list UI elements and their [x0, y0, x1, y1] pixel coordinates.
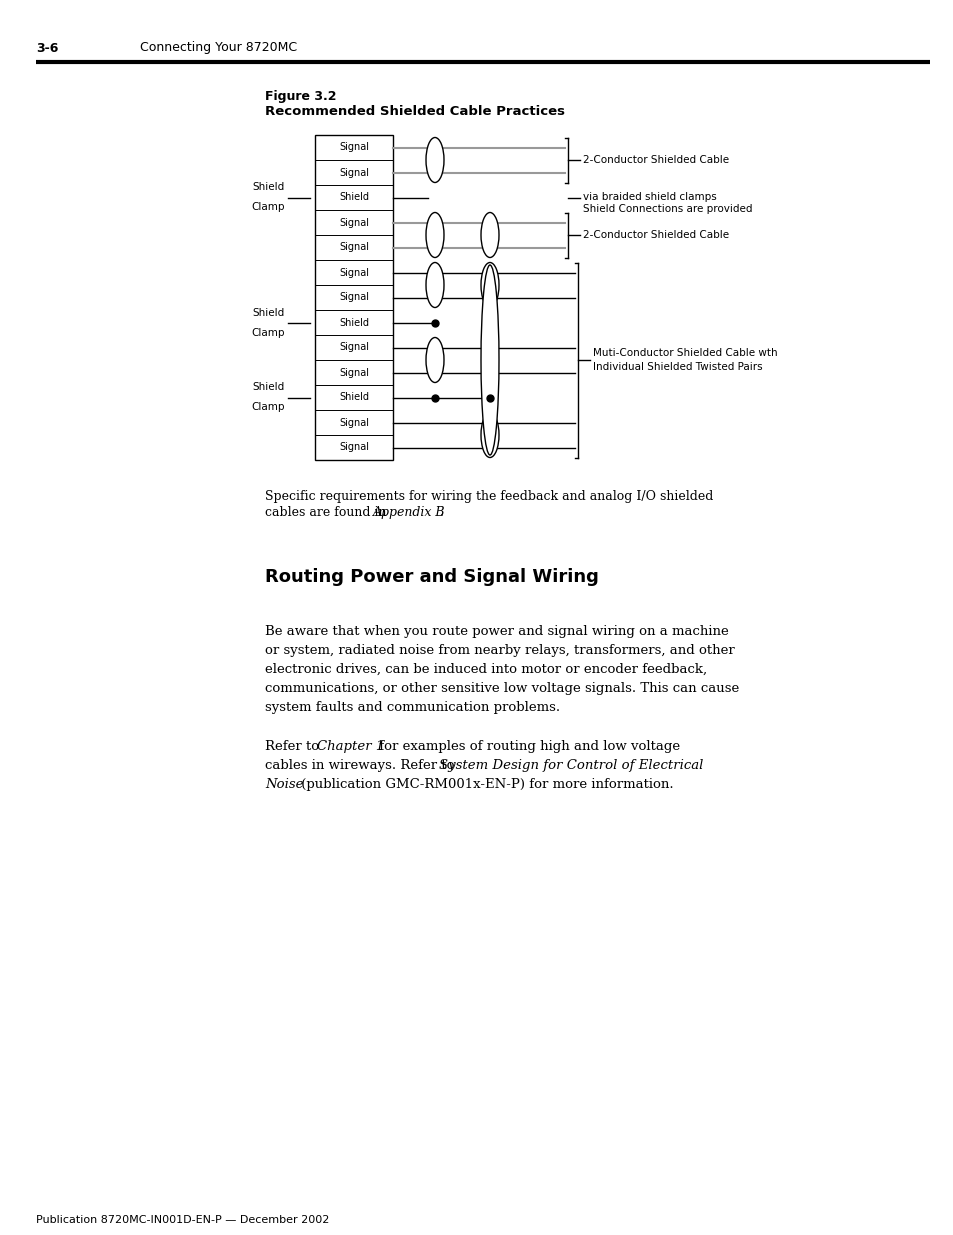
Ellipse shape [480, 266, 498, 454]
Text: Shield Connections are provided: Shield Connections are provided [582, 205, 752, 215]
Text: 2-Conductor Shielded Cable: 2-Conductor Shielded Cable [582, 156, 728, 165]
Text: Shield: Shield [253, 308, 285, 317]
Text: Signal: Signal [338, 217, 369, 227]
Text: via braided shield clamps: via braided shield clamps [582, 191, 716, 201]
Text: Appendix B: Appendix B [373, 506, 445, 519]
Text: cables are found in: cables are found in [265, 506, 390, 519]
Text: Shield: Shield [253, 183, 285, 193]
Ellipse shape [426, 137, 443, 183]
Text: Recommended Shielded Cable Practices: Recommended Shielded Cable Practices [265, 105, 564, 119]
Text: Routing Power and Signal Wiring: Routing Power and Signal Wiring [265, 568, 598, 585]
Text: Refer to: Refer to [265, 740, 323, 753]
Text: Signal: Signal [338, 442, 369, 452]
Text: System Design for Control of Electrical: System Design for Control of Electrical [438, 760, 702, 772]
Text: system faults and communication problems.: system faults and communication problems… [265, 701, 559, 714]
Text: Signal: Signal [338, 168, 369, 178]
Text: Signal: Signal [338, 368, 369, 378]
Text: Connecting Your 8720MC: Connecting Your 8720MC [140, 42, 296, 54]
Text: Shield: Shield [338, 317, 369, 327]
Text: Shield: Shield [253, 383, 285, 393]
Text: Clamp: Clamp [252, 203, 285, 212]
Text: electronic drives, can be induced into motor or encoder feedback,: electronic drives, can be induced into m… [265, 663, 706, 676]
Text: Publication 8720MC-IN001D-EN-P — December 2002: Publication 8720MC-IN001D-EN-P — Decembe… [36, 1215, 329, 1225]
Ellipse shape [426, 212, 443, 258]
Ellipse shape [480, 412, 498, 457]
Text: Figure 3.2: Figure 3.2 [265, 90, 336, 103]
Text: or system, radiated noise from nearby relays, transformers, and other: or system, radiated noise from nearby re… [265, 643, 734, 657]
Text: Be aware that when you route power and signal wiring on a machine: Be aware that when you route power and s… [265, 625, 728, 638]
Text: Muti-Conductor Shielded Cable wth: Muti-Conductor Shielded Cable wth [593, 348, 777, 358]
Text: (publication GMC-RM001x-EN-P) for more information.: (publication GMC-RM001x-EN-P) for more i… [296, 778, 673, 790]
Text: communications, or other sensitive low voltage signals. This can cause: communications, or other sensitive low v… [265, 682, 739, 695]
Text: Shield: Shield [338, 393, 369, 403]
Text: Signal: Signal [338, 242, 369, 252]
Text: Individual Shielded Twisted Pairs: Individual Shielded Twisted Pairs [593, 362, 761, 372]
Text: Signal: Signal [338, 342, 369, 352]
Text: Chapter 1: Chapter 1 [316, 740, 384, 753]
Text: Noise: Noise [265, 778, 303, 790]
Text: Clamp: Clamp [252, 327, 285, 337]
Ellipse shape [480, 263, 498, 308]
Text: Signal: Signal [338, 417, 369, 427]
Text: for examples of routing high and low voltage: for examples of routing high and low vol… [375, 740, 679, 753]
Ellipse shape [426, 263, 443, 308]
Text: Signal: Signal [338, 293, 369, 303]
Ellipse shape [480, 212, 498, 258]
Text: Shield: Shield [338, 193, 369, 203]
Text: 2-Conductor Shielded Cable: 2-Conductor Shielded Cable [582, 230, 728, 240]
Bar [314, 135, 393, 459]
Text: cables in wireways. Refer to: cables in wireways. Refer to [265, 760, 458, 772]
Ellipse shape [426, 337, 443, 383]
Text: Signal: Signal [338, 142, 369, 152]
Text: 3-6: 3-6 [36, 42, 58, 54]
Text: Signal: Signal [338, 268, 369, 278]
Text: Clamp: Clamp [252, 403, 285, 412]
Text: Specific requirements for wiring the feedback and analog I/O shielded: Specific requirements for wiring the fee… [265, 490, 713, 503]
Text: .: . [439, 506, 443, 519]
